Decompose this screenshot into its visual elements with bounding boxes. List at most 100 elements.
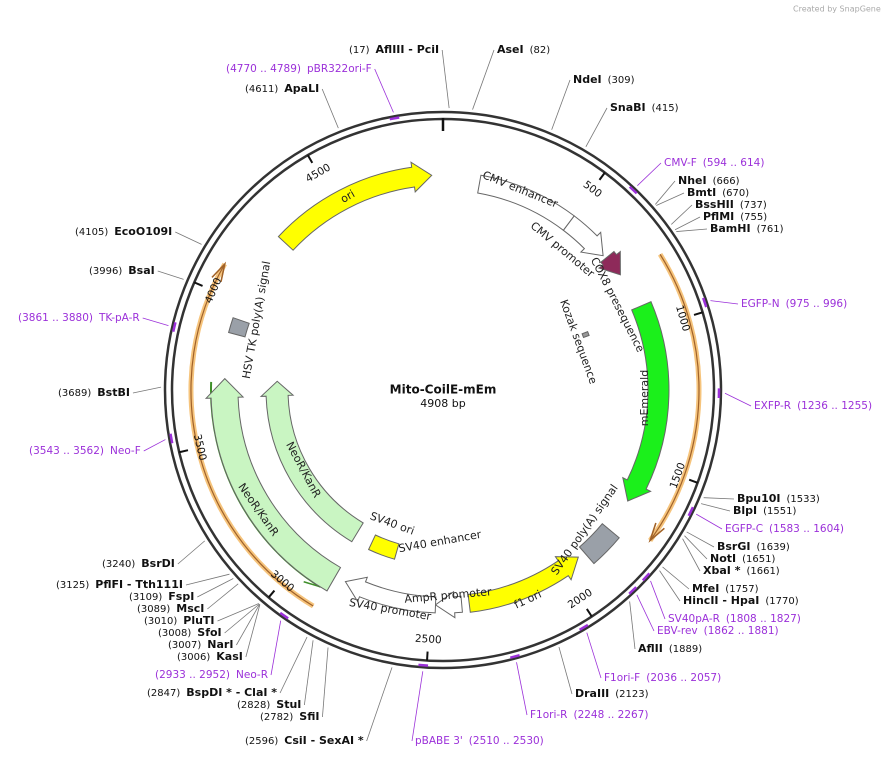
primer-position: (975 .. 996) (786, 298, 848, 310)
site-name: NheI (678, 174, 707, 187)
primer-mark (169, 433, 174, 444)
site-position: (82) (530, 45, 551, 56)
primer-position: (1583 .. 1604) (769, 523, 844, 535)
sv40-polya-box (578, 522, 620, 565)
plasmid-name: Mito-CoilE-mEm (390, 383, 497, 397)
site-leader (671, 204, 693, 225)
primer-leader (411, 671, 424, 742)
plasmid-size: 4908 bp (420, 397, 465, 410)
neo-inner-arrow (259, 380, 364, 543)
site-position: (3689) (58, 388, 91, 399)
site-name: BspDI * - ClaI * (186, 686, 277, 699)
site-leader (686, 531, 715, 548)
site-position: (17) (349, 45, 370, 56)
site-position: (309) (608, 75, 635, 86)
ruler-label: 3500 (191, 433, 209, 462)
primer-position: (1862 .. 1881) (704, 625, 779, 637)
site-leader (303, 640, 314, 706)
site-leader (585, 107, 608, 148)
primer-name: EBV-rev (657, 625, 698, 637)
primer-name: F1ori-F (604, 672, 640, 684)
site-position: (415) (652, 103, 679, 114)
site-name: Bpu10I (737, 492, 781, 505)
site-name: MscI (176, 602, 204, 615)
ampr-promoter (434, 590, 463, 619)
primer-mark (389, 116, 400, 121)
site-position: (3089) (137, 604, 170, 615)
site-name: PflMI (703, 210, 734, 223)
primer-leader (270, 620, 282, 676)
site-leader (674, 216, 701, 231)
site-name: NdeI (573, 73, 602, 86)
features-layer (132, 49, 752, 742)
primer-name: Neo-F (110, 445, 141, 457)
site-leader (441, 49, 450, 109)
site-position: (3125) (56, 580, 89, 591)
site-name: BsrGI (717, 540, 750, 553)
orange-arc-core (649, 254, 700, 541)
site-position: (755) (740, 212, 767, 223)
site-position: (2828) (237, 700, 270, 711)
feature-label: SV40 ori (368, 510, 416, 538)
site-name: AflII (638, 642, 663, 655)
feature-label: Kozak sequence (557, 298, 600, 386)
site-leader (659, 570, 681, 602)
site-position: (761) (757, 224, 784, 235)
primer-leader (710, 300, 739, 305)
site-leader (558, 646, 573, 695)
site-name: ApaLI (284, 82, 319, 95)
primer-mark (687, 506, 695, 517)
site-name: HincII - HpaI (683, 594, 759, 607)
site-position: (1533) (787, 494, 820, 505)
neo-outer-arrow (204, 377, 342, 592)
site-leader (655, 180, 676, 205)
site-name: PluTI (183, 614, 214, 627)
primer-leader (516, 662, 528, 716)
site-position: (3008) (158, 628, 191, 639)
kozak-box (581, 330, 590, 339)
site-name: AflIII - PciI (376, 43, 440, 56)
hsv-tk-box (227, 317, 250, 338)
site-position: (1757) (725, 584, 758, 595)
site-name: CsiI - SexAI * (284, 734, 364, 747)
primer-leader (143, 439, 166, 452)
site-leader (676, 228, 708, 232)
primer-leader (374, 68, 394, 113)
site-name: AseI (497, 43, 524, 56)
site-name: EcoO109I (114, 225, 172, 238)
site-leader (656, 192, 685, 206)
feature-label: ori (338, 187, 357, 205)
primer-mark (641, 572, 651, 582)
primer-name: Neo-R (236, 669, 268, 681)
cmv-promoter (562, 215, 604, 257)
ruler-label: 4500 (304, 161, 333, 185)
site-name: PflFI - Tth111I (95, 578, 183, 591)
orange-arc-core-head (648, 522, 665, 543)
primer-name: EGFP-C (725, 523, 763, 535)
site-leader (322, 647, 329, 718)
site-leader (682, 538, 701, 572)
primer-position: (1236 .. 1255) (797, 400, 872, 412)
site-position: (3007) (168, 640, 201, 651)
site-leader (185, 573, 230, 586)
site-position: (1639) (756, 542, 789, 553)
ruler-tick (179, 449, 189, 454)
site-leader (629, 601, 636, 650)
site-leader (177, 540, 206, 565)
primer-name: pBR322ori-F (307, 63, 372, 75)
site-name: BamHI (710, 222, 751, 235)
site-position: (2596) (245, 736, 278, 747)
primer-mark (578, 623, 589, 631)
site-leader (132, 386, 162, 394)
primer-position: (2248 .. 2267) (573, 709, 648, 721)
f1-ori-arrow (467, 556, 579, 613)
site-leader (236, 604, 260, 646)
site-leader (700, 503, 731, 512)
site-position: (4611) (245, 84, 278, 95)
ruler-tick (306, 154, 314, 164)
orange-arc-core-head (211, 261, 227, 282)
credit: Created by SnapGene (793, 5, 881, 14)
site-name: SfoI (197, 626, 221, 639)
site-position: (4105) (75, 227, 108, 238)
